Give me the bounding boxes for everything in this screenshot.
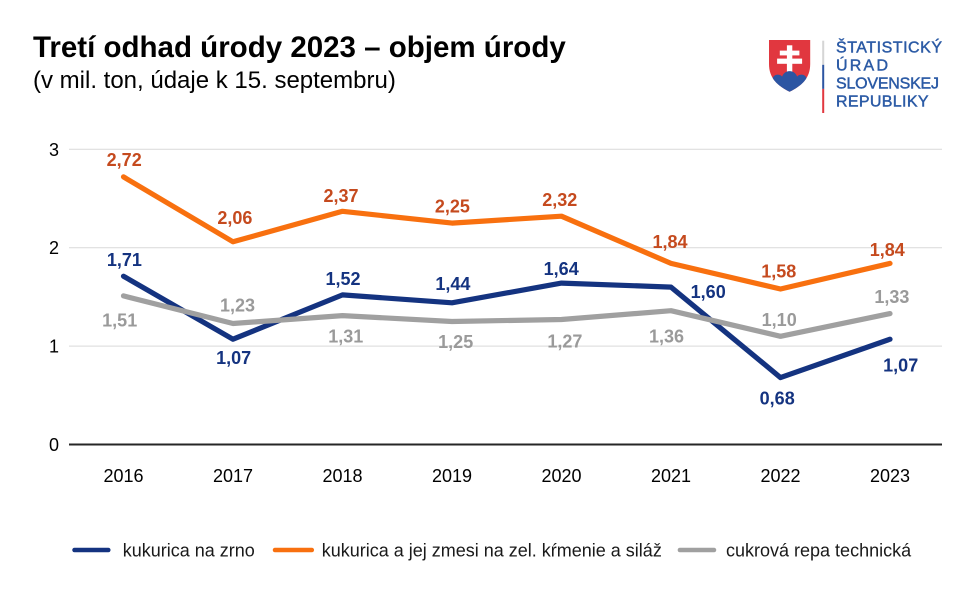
svg-text:2,72: 2,72 — [107, 150, 142, 170]
svg-text:2023: 2023 — [870, 466, 910, 486]
svg-text:1,84: 1,84 — [652, 232, 687, 252]
svg-text:2,32: 2,32 — [542, 190, 577, 210]
svg-text:1,07: 1,07 — [216, 348, 251, 368]
svg-text:SLOVENSKEJ: SLOVENSKEJ — [836, 76, 939, 93]
svg-text:1,23: 1,23 — [220, 295, 255, 315]
svg-text:1,60: 1,60 — [691, 282, 726, 302]
svg-text:kukurica a jej zmesi na zel. k: kukurica a jej zmesi na zel. kŕmenie a s… — [322, 541, 662, 561]
svg-text:Tretí odhad úrody 2023 – objem: Tretí odhad úrody 2023 – objem úrody — [33, 31, 566, 64]
svg-text:REPUBLIKY: REPUBLIKY — [836, 94, 929, 111]
svg-text:1,31: 1,31 — [328, 327, 363, 347]
svg-text:(v mil. ton, údaje k 15. septe: (v mil. ton, údaje k 15. septembru) — [33, 67, 396, 94]
svg-text:2016: 2016 — [103, 466, 143, 486]
svg-text:3: 3 — [49, 140, 59, 160]
svg-text:1,51: 1,51 — [102, 310, 137, 330]
svg-text:1,27: 1,27 — [547, 332, 582, 352]
svg-text:2018: 2018 — [322, 466, 362, 486]
svg-text:1,07: 1,07 — [883, 356, 918, 376]
svg-text:2020: 2020 — [541, 466, 581, 486]
svg-text:2: 2 — [49, 238, 59, 258]
svg-text:ŠTATISTICKÝ: ŠTATISTICKÝ — [836, 38, 942, 57]
svg-text:2022: 2022 — [760, 466, 800, 486]
svg-text:ÚRAD: ÚRAD — [836, 55, 888, 74]
svg-text:1,84: 1,84 — [870, 240, 905, 260]
svg-text:1,36: 1,36 — [649, 327, 684, 347]
svg-text:0,68: 0,68 — [760, 388, 795, 408]
svg-text:1,25: 1,25 — [438, 332, 473, 352]
svg-text:2,06: 2,06 — [217, 208, 252, 228]
svg-text:1,52: 1,52 — [325, 269, 360, 289]
svg-text:2,37: 2,37 — [323, 186, 358, 206]
svg-text:2021: 2021 — [651, 466, 691, 486]
svg-text:1,58: 1,58 — [761, 262, 796, 282]
svg-text:1,44: 1,44 — [435, 274, 470, 294]
svg-text:1,33: 1,33 — [874, 287, 909, 307]
svg-text:0: 0 — [49, 435, 59, 455]
svg-text:cukrová repa technická: cukrová repa technická — [726, 541, 912, 561]
svg-text:1: 1 — [49, 337, 59, 357]
svg-text:1,64: 1,64 — [544, 259, 579, 279]
svg-text:2019: 2019 — [432, 466, 472, 486]
svg-text:2,25: 2,25 — [435, 197, 470, 217]
svg-text:1,10: 1,10 — [762, 310, 797, 330]
svg-text:1,71: 1,71 — [107, 250, 142, 270]
svg-text:2017: 2017 — [213, 466, 253, 486]
svg-text:kukurica na zrno: kukurica na zrno — [123, 541, 255, 561]
